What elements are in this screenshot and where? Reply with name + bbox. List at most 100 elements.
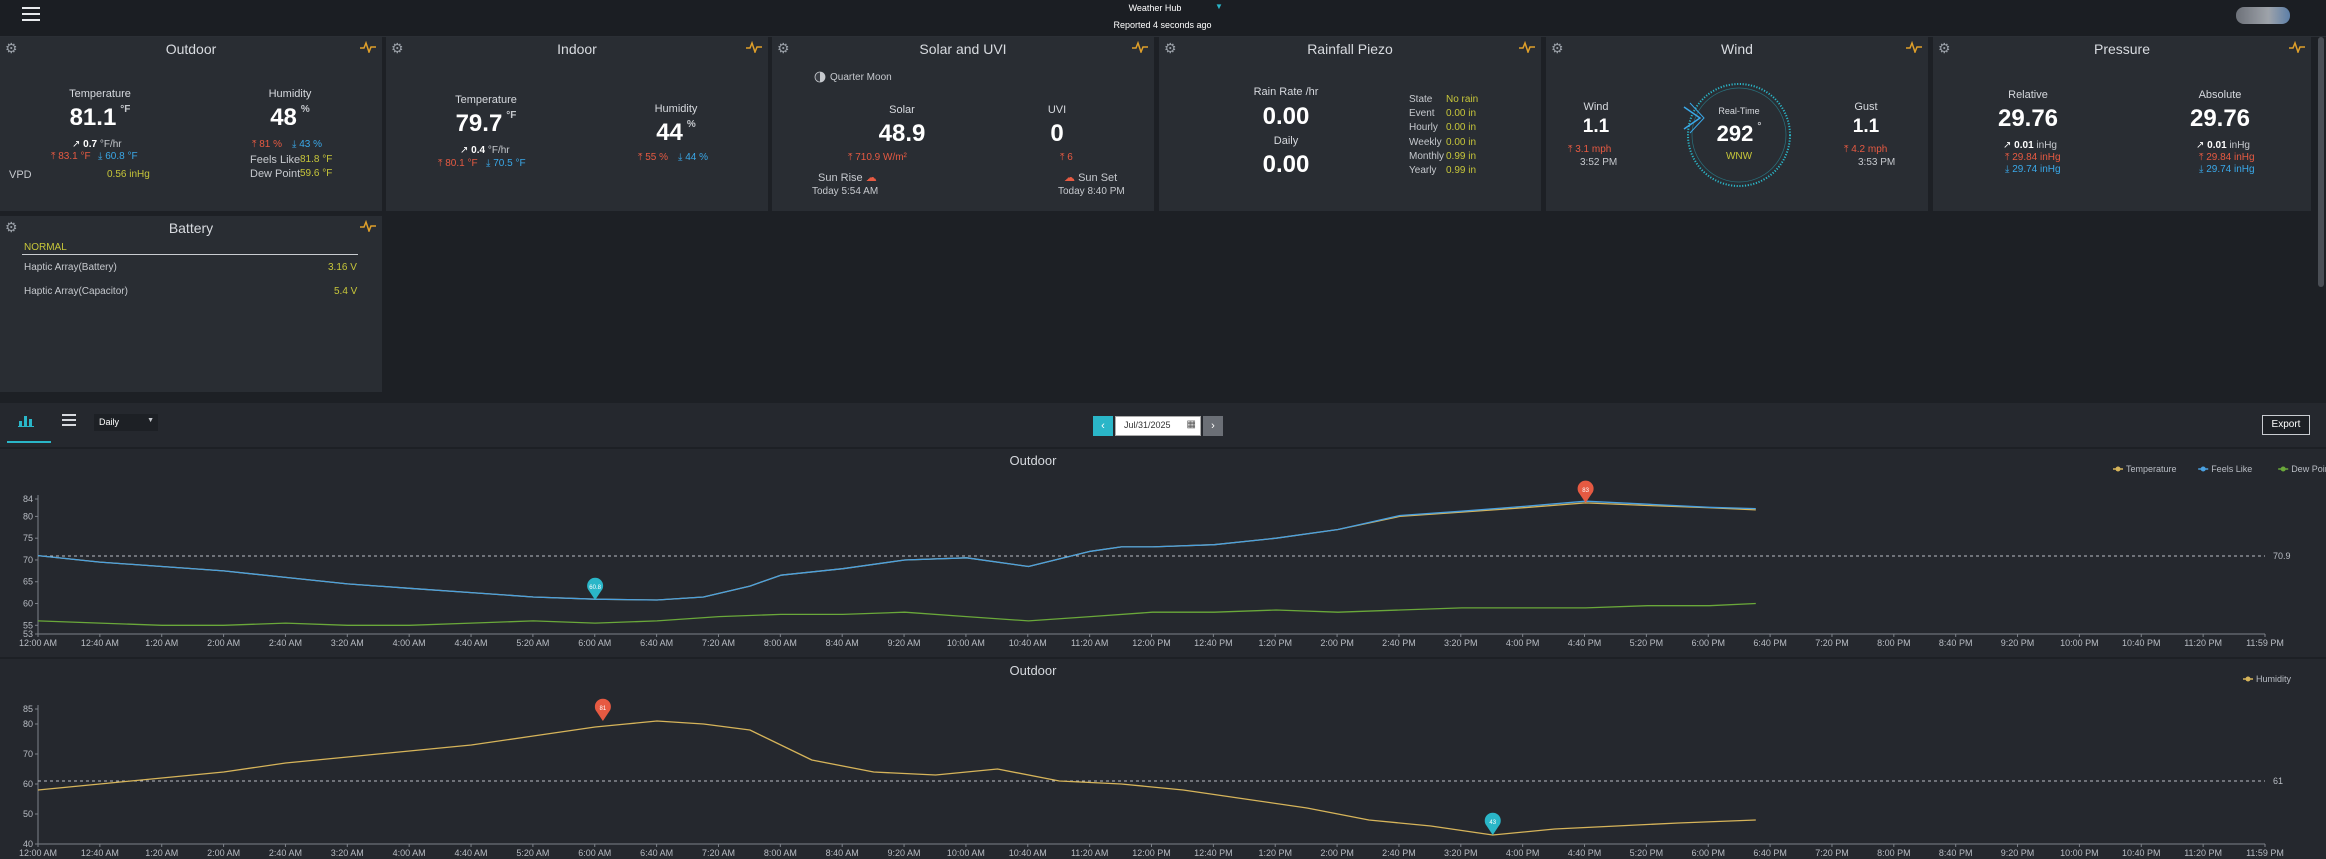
gear-icon[interactable]: ⚙ [1938, 40, 1951, 56]
temperature-label: Temperature [69, 88, 131, 100]
rate-value: 0.4 [471, 145, 486, 156]
chevron-down-icon[interactable]: ▼ [1215, 2, 1223, 11]
sunset-text: Sun Set [1078, 172, 1118, 184]
series-line [37, 602, 1756, 626]
rate-unit: inHg [2229, 140, 2250, 151]
temperature-unit: °F [506, 110, 517, 121]
x-tick-label: 11:20 AM [1071, 848, 1108, 858]
humidity-value: 44% [626, 119, 726, 147]
x-tick-label: 1:20 PM [1258, 638, 1292, 648]
card-title: Pressure [2093, 41, 2151, 57]
sunrise-time: Today 5:54 AM [812, 186, 879, 197]
gear-icon[interactable]: ⚙ [5, 219, 18, 235]
avatar-icon[interactable] [2236, 7, 2290, 24]
low-value: 60.8 °F [105, 151, 138, 162]
export-button[interactable]: Export [2262, 415, 2310, 435]
x-tick-label: 2:00 AM [207, 848, 240, 858]
row-value: 0.00 in [1446, 122, 1477, 134]
scrollbar[interactable] [2318, 37, 2324, 287]
pulse-icon[interactable] [1132, 41, 1148, 53]
gear-icon[interactable]: ⚙ [777, 40, 790, 56]
high-value: 81 % [259, 139, 282, 150]
rain-daily-value: 0.00 [1262, 151, 1310, 178]
y-tick-label: 84 [23, 494, 33, 504]
y-tick-label: 60 [23, 779, 33, 789]
x-tick-label: 3:20 AM [331, 848, 364, 858]
relative-label: Relative [2008, 89, 2048, 101]
period-select[interactable]: Daily ▼ [94, 414, 158, 431]
temperature-low: ⤓ 70.5 °F [486, 158, 526, 169]
x-tick-label: 6:40 PM [1753, 638, 1787, 648]
pulse-icon[interactable] [1906, 41, 1922, 53]
pulse-icon[interactable] [746, 41, 762, 53]
sunset-label: ☁ Sun Set [1064, 171, 1117, 184]
prev-day-button[interactable]: ‹ [1093, 416, 1113, 436]
solar-card: ⚙ Solar and UVI Quarter Moon Solar 48.9 … [772, 37, 1154, 211]
next-day-button[interactable]: › [1203, 416, 1223, 436]
calendar-icon[interactable]: ▦ [1186, 419, 1196, 430]
period-value: Daily [99, 417, 120, 427]
temperature-low: ⤓ 60.8 °F [98, 151, 138, 162]
marker-label: 43 [1489, 820, 1496, 826]
x-tick-label: 7:20 AM [702, 848, 735, 858]
legend-dot [2245, 676, 2251, 682]
gear-icon[interactable]: ⚙ [391, 40, 404, 56]
wind-high: ⤒ 3.1 mph [1568, 144, 1612, 155]
battery-row-label: Haptic Array(Capacitor) [24, 286, 128, 297]
bar-chart-icon[interactable] [18, 413, 34, 427]
x-tick-label: 6:00 PM [1691, 638, 1725, 648]
x-tick-label: 12:00 PM [1132, 848, 1171, 858]
pulse-icon[interactable] [360, 220, 376, 232]
high-value: 710.9 W/m² [855, 152, 907, 163]
rain-rate-value: 0.00 [1262, 103, 1310, 130]
chart-background [0, 659, 2326, 859]
legend-dot [2280, 466, 2286, 472]
low-value: 70.5 °F [493, 158, 526, 169]
rain-row-weekly: Weekly 0.00 in [1409, 137, 1529, 151]
hub-title[interactable]: Weather Hub [1128, 3, 1182, 13]
marker-pin [587, 577, 604, 601]
sunrise-icon: ☁ [865, 172, 877, 184]
date-field[interactable]: Jul/31/2025 ▦ [1115, 416, 1201, 436]
moon-phase: Quarter Moon [830, 72, 892, 83]
x-tick-label: 4:00 AM [393, 848, 426, 858]
x-tick-label: 12:00 AM [19, 848, 57, 858]
marker-pin [594, 698, 611, 721]
humidity-low: ⤓ 44 % [678, 152, 708, 163]
sunrise-text: Sun Rise [818, 172, 863, 184]
temperature-rate: ↗ 0.7 °F/hr [72, 139, 122, 150]
sunset-time: Today 8:40 PM [1058, 186, 1125, 197]
uvi-high: ⤒ 6 [1060, 152, 1073, 163]
pulse-icon[interactable] [1519, 41, 1535, 53]
card-title: Battery [168, 220, 214, 236]
pulse-icon[interactable] [360, 41, 376, 53]
menu-icon[interactable] [22, 6, 40, 22]
x-tick-label: 3:20 PM [1444, 848, 1478, 858]
absolute-rate: ↗ 0.01 inHg [2196, 140, 2250, 151]
pressure-card: ⚙ Pressure Relative 29.76 ↗ 0.01 inHg ⤒ … [1933, 37, 2311, 211]
solar-label: Solar [889, 104, 915, 116]
legend-dot [2200, 466, 2206, 472]
low-value: 29.74 inHg [2206, 164, 2255, 175]
temperature-number: 79.7 [455, 110, 503, 137]
gear-icon[interactable]: ⚙ [5, 40, 18, 56]
pulse-icon[interactable] [2289, 41, 2305, 53]
moon-icon [814, 71, 826, 83]
gear-icon[interactable]: ⚙ [1551, 40, 1564, 56]
average-label: 70.9 [2273, 551, 2291, 561]
high-value: 6 [1067, 152, 1073, 163]
x-tick-label: 4:00 AM [393, 638, 426, 648]
wind-time: 3:52 PM [1580, 157, 1618, 168]
x-tick-label: 2:40 AM [269, 848, 302, 858]
high-value: 29.84 inHg [2206, 152, 2255, 163]
gear-icon[interactable]: ⚙ [1164, 40, 1177, 56]
humidity-low: ⤓ 43 % [292, 139, 322, 150]
rate-value: 0.7 [83, 139, 98, 150]
list-icon[interactable] [62, 414, 76, 426]
temperature-unit: °F [120, 104, 131, 115]
y-tick-label: 50 [23, 809, 33, 819]
x-tick-label: 8:40 AM [826, 638, 859, 648]
x-tick-label: 2:40 AM [269, 638, 302, 648]
x-tick-label: 5:20 PM [1630, 848, 1664, 858]
battery-row-value: 3.16 V [328, 262, 357, 273]
